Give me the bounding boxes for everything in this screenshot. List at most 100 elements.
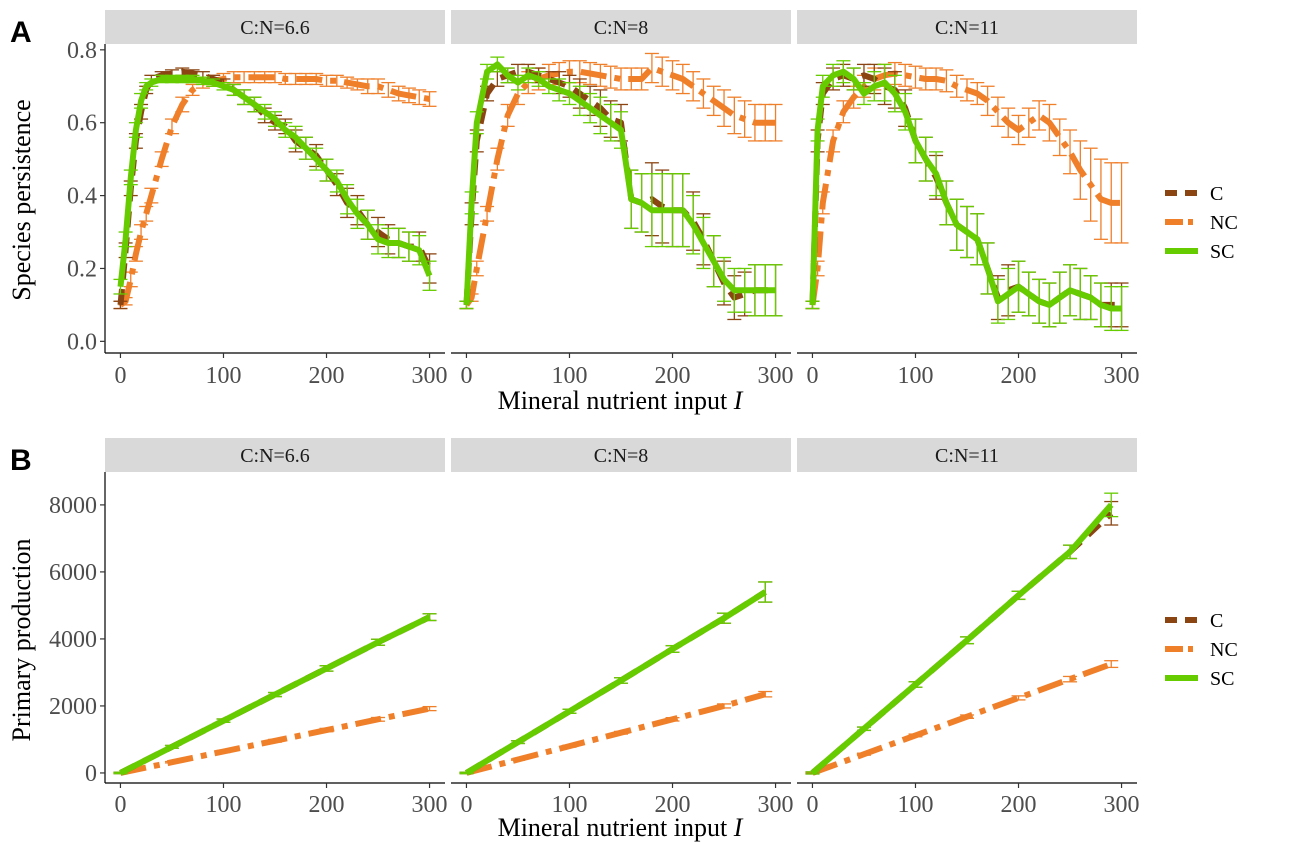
- series-sc: [113, 613, 437, 776]
- series-sc: [459, 56, 783, 317]
- legend-label-c: C: [1210, 183, 1223, 205]
- facet-b-3: C:N=11 0 100 200 300: [797, 438, 1140, 818]
- panel-label-b: B: [10, 444, 32, 477]
- panel-a: A Species persistence Mineral nutrient i…: [7, 10, 1238, 415]
- error-bar: [727, 96, 742, 135]
- series-sc: [113, 74, 437, 295]
- series-nc: [805, 660, 1119, 776]
- x-tick-label: 300: [412, 792, 448, 818]
- x-axis-title-a-symbol: I: [733, 386, 744, 415]
- x-tick-label: 100: [897, 363, 933, 389]
- error-bar: [1063, 129, 1078, 175]
- facet-strip-label: C:N=11: [935, 17, 999, 39]
- facet-strip: [451, 438, 791, 472]
- series-nc: [113, 705, 437, 776]
- facet-a-1: C:N=6.6 0.0 0.2 0.4 0.6 0.8 0 100 200 300: [67, 10, 448, 389]
- panel-b: B Primary production Mineral nutrient in…: [7, 438, 1238, 842]
- series-sc: [805, 492, 1119, 776]
- legend-label-sc: SC: [1210, 668, 1234, 690]
- facet-strip-label: C:N=8: [594, 17, 649, 39]
- legend-label-c: C: [1210, 610, 1223, 632]
- series-nc: [459, 52, 783, 310]
- series-line-c: [117, 68, 433, 306]
- x-axis-title-b: Mineral nutrient input I: [498, 813, 744, 842]
- y-tick-label: 8000: [49, 493, 97, 519]
- series-line-nc: [811, 661, 1113, 776]
- facet-b-2: C:N=8 0 100 200 300: [451, 438, 794, 818]
- error-bar: [329, 74, 344, 87]
- facet-strip-label: C:N=8: [594, 445, 649, 467]
- error-bar: [768, 264, 783, 317]
- facet-b-1: C:N=6.6 0 2000 4000 6000 8000 0 100 200 300: [49, 438, 448, 818]
- series-line-nc: [465, 691, 767, 776]
- error-bar: [422, 91, 437, 107]
- x-tick-label: 300: [1104, 792, 1140, 818]
- y-tick-label: 0.6: [67, 111, 97, 137]
- x-tick-label: 0: [806, 792, 818, 818]
- facet-strip: [105, 10, 445, 44]
- x-tick-label: 300: [758, 363, 794, 389]
- y-tick-label: 4000: [49, 627, 97, 653]
- series-line-c: [809, 72, 1122, 308]
- series-c: [805, 500, 1119, 776]
- facet-strip: [105, 438, 445, 472]
- y-tick-label: 0.4: [67, 184, 97, 210]
- error-bar: [939, 69, 954, 93]
- error-bar: [1114, 162, 1129, 244]
- facet-strip: [797, 438, 1137, 472]
- error-bar: [1104, 492, 1119, 518]
- x-tick-label: 200: [1001, 792, 1037, 818]
- error-bar: [990, 96, 1005, 128]
- x-axis-title-b-text: Mineral nutrient input: [498, 813, 734, 842]
- error-bar: [908, 65, 923, 89]
- series-line-sc: [463, 61, 776, 306]
- y-tick-label: 0: [85, 761, 97, 787]
- series-line-sc: [809, 68, 1122, 312]
- x-tick-label: 0: [114, 363, 126, 389]
- y-tick-label: 0.8: [67, 38, 97, 64]
- y-tick-label: 0.2: [67, 256, 97, 282]
- x-tick-label: 0: [114, 792, 126, 818]
- series-nc: [459, 690, 773, 776]
- y-tick-label: 0.0: [67, 329, 97, 355]
- y-axis-title-b: Primary production: [7, 539, 36, 742]
- legend-label-nc: NC: [1210, 212, 1238, 234]
- x-tick-label: 100: [205, 792, 241, 818]
- x-axis-title-b-symbol: I: [733, 813, 744, 842]
- series-line-nc: [809, 70, 1122, 306]
- x-axis-title-a-text: Mineral nutrient input: [498, 386, 734, 415]
- legend-b: C NC SC: [1165, 610, 1238, 690]
- x-tick-label: 200: [1001, 363, 1037, 389]
- series-line-nc: [464, 65, 776, 307]
- facet-strip-label: C:N=6.6: [240, 17, 310, 39]
- x-tick-label: 200: [309, 792, 345, 818]
- error-bar: [1052, 118, 1067, 157]
- error-bar: [1032, 100, 1047, 131]
- legend-label-nc: NC: [1210, 639, 1238, 661]
- y-axis-title-a: Species persistence: [7, 99, 36, 300]
- error-bar: [603, 65, 618, 89]
- x-tick-label: 200: [309, 363, 345, 389]
- x-tick-label: 300: [758, 792, 794, 818]
- x-tick-label: 300: [1104, 363, 1140, 389]
- error-bar: [768, 103, 783, 142]
- series-line-nc: [118, 74, 431, 308]
- error-bar: [412, 89, 427, 106]
- x-tick-label: 200: [655, 792, 691, 818]
- x-tick-label: 100: [551, 363, 587, 389]
- y-tick-label: 2000: [49, 694, 97, 720]
- error-bar: [268, 71, 282, 84]
- x-tick-label: 0: [460, 792, 472, 818]
- error-bar: [758, 581, 773, 603]
- series-sc: [805, 60, 1129, 332]
- series-nc: [113, 71, 437, 310]
- panel-label-a: A: [10, 16, 32, 49]
- facet-strip-label: C:N=6.6: [240, 445, 310, 467]
- facet-strip: [797, 10, 1137, 44]
- x-tick-label: 200: [655, 363, 691, 389]
- error-bar: [644, 52, 659, 84]
- series-line-nc: [119, 705, 431, 776]
- x-tick-label: 100: [897, 792, 933, 818]
- legend-a: C NC SC: [1165, 183, 1238, 263]
